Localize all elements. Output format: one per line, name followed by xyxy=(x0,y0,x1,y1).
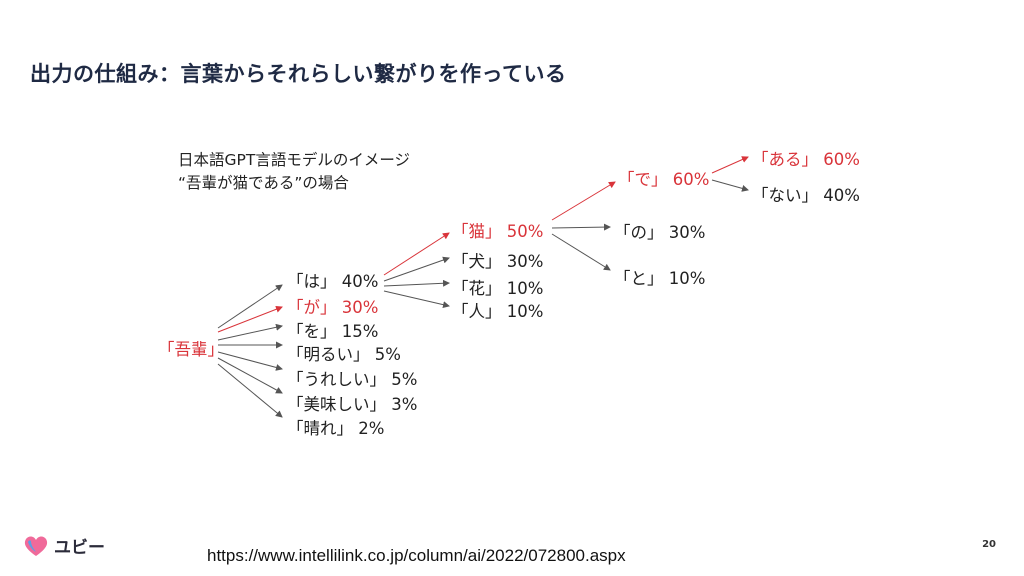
page-number: 20 xyxy=(982,539,996,550)
edge-de-nai xyxy=(711,179,749,192)
node-no: 「の」 30% xyxy=(614,223,706,242)
caption-line-1: 日本語GPT言語モデルのイメージ xyxy=(178,151,411,169)
node-ga: 「が」 30% xyxy=(287,298,379,317)
node-nai: 「ない」 40% xyxy=(752,186,860,205)
source-url[interactable]: https://www.intellilink.co.jp/column/ai/… xyxy=(207,546,626,565)
node-ureshii: 「うれしい」 5% xyxy=(287,370,418,389)
node-neko: 「猫」 50% xyxy=(452,222,544,241)
node-ha: 「は」 40% xyxy=(287,272,379,291)
edge-ga-neko xyxy=(383,232,450,276)
edge-ga-inu xyxy=(383,256,450,282)
edge-neko-no xyxy=(551,223,611,231)
node-akarui: 「明るい」 5% xyxy=(287,345,401,364)
edge-neko-to xyxy=(551,233,611,271)
node-aru: 「ある」 60% xyxy=(752,150,860,169)
node-hito: 「人」 10% xyxy=(452,302,544,321)
node-oishii: 「美味しい」 3% xyxy=(287,395,418,414)
node-inu: 「犬」 30% xyxy=(452,252,544,271)
heart-icon xyxy=(24,535,48,556)
node-to: 「と」 10% xyxy=(614,269,706,288)
edge-de-aru xyxy=(711,156,749,174)
edge-root-oishii xyxy=(217,357,283,394)
ubie-logo: ユビー xyxy=(22,533,105,558)
edge-ga-hana xyxy=(383,279,450,287)
caption-line-2: “吾輩が猫である”の場合 xyxy=(178,174,349,192)
node-hana: 「花」 10% xyxy=(452,279,544,298)
edge-root-hare xyxy=(217,363,283,418)
slide-title: 出力の仕組み：言葉からそれらしい繋がりを作っている xyxy=(30,62,567,86)
edge-neko-de xyxy=(551,181,616,221)
edge-root-ureshii xyxy=(217,351,283,371)
edge-ga-hito xyxy=(383,290,450,309)
edge-root-wo xyxy=(217,323,283,341)
edge-root-ha xyxy=(217,284,283,329)
node-wo: 「を」 15% xyxy=(287,322,379,341)
node-root: 「吾輩」 xyxy=(158,340,224,359)
logo-text: ユビー xyxy=(54,538,105,558)
node-hare: 「晴れ」 2% xyxy=(287,419,385,438)
node-de: 「で」 60% xyxy=(618,170,710,189)
edge-root-ga xyxy=(217,305,283,333)
